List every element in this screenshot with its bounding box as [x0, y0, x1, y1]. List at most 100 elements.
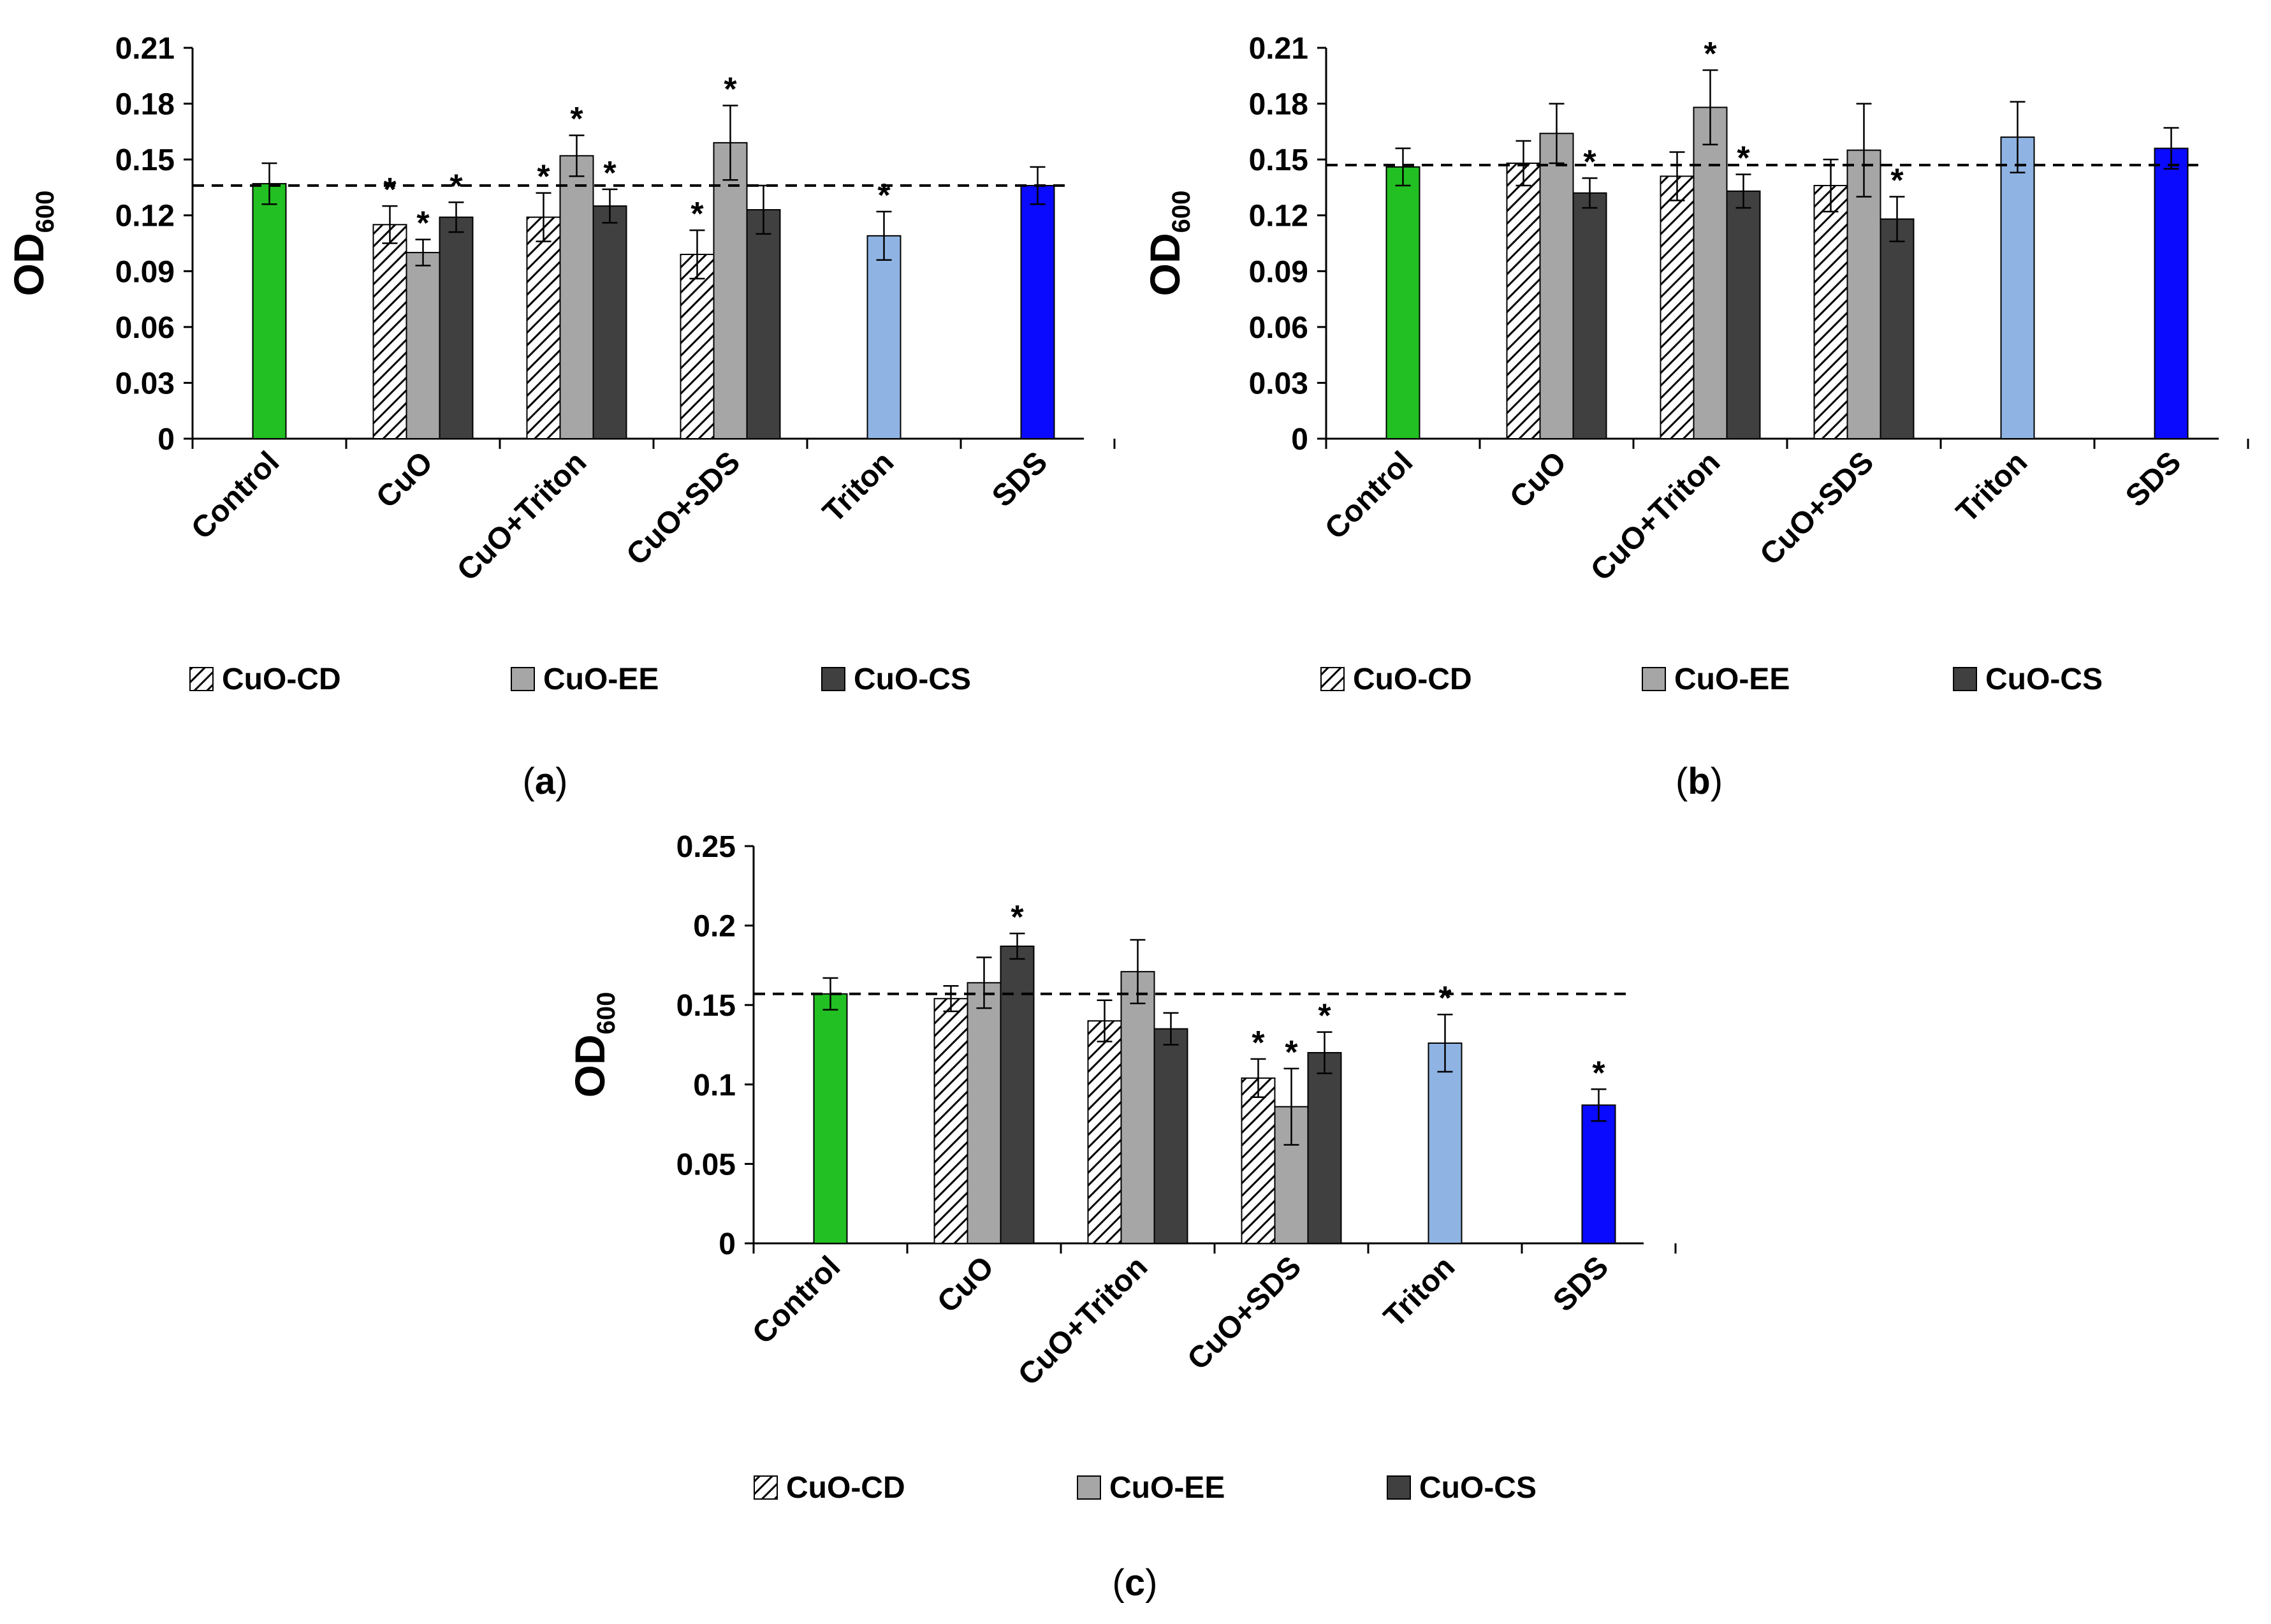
y-tick-label: 0.06: [1249, 311, 1308, 345]
category-label: Control: [746, 1250, 847, 1350]
panel-label-close: ): [555, 761, 567, 802]
bar-cuo-cuo-cd: [933, 998, 968, 1245]
significance-star: *: [416, 205, 430, 242]
y-tick-label: 0.12: [1249, 200, 1308, 233]
y-tick-label: 0.2: [693, 910, 736, 944]
panel-label-letter: b: [1688, 761, 1710, 802]
category-label: Triton: [817, 445, 901, 529]
legend-label: CuO-CS: [1985, 662, 2103, 696]
significance-star: *: [690, 196, 704, 233]
panel-label: (b): [1676, 761, 1723, 802]
bar-cuo-cuo-ee: [405, 252, 441, 439]
bar-cuo-triton-cuo-cs: [1153, 1028, 1188, 1244]
panel-label: (c): [1113, 1562, 1158, 1604]
y-axis-label: OD600: [1141, 191, 1195, 296]
bar-cuo-triton-cuo-cd: [1660, 175, 1695, 439]
y-axis-label: OD600: [566, 992, 620, 1098]
legend-swatch-cuo-cd: [754, 1475, 778, 1500]
significance-star: *: [1704, 36, 1717, 73]
legend-swatch-cuo-cs: [1387, 1475, 1411, 1500]
legend-label: CuO-CS: [854, 662, 971, 696]
significance-star: *: [1583, 143, 1596, 180]
legend-swatch-cuo-cs: [821, 667, 845, 691]
bar-cuo-triton-cuo-ee: [559, 155, 594, 440]
category-label: Control: [1318, 445, 1419, 546]
significance-star: *: [383, 172, 397, 208]
y-axis-label: OD600: [5, 191, 59, 296]
category-label: SDS: [2119, 445, 2187, 513]
y-tick-label: 0.06: [115, 311, 175, 345]
legend-label: CuO-EE: [1109, 1471, 1225, 1505]
category-label: Triton: [1378, 1250, 1462, 1334]
y-tick-label: 0.25: [676, 830, 736, 864]
y-axis-label-subscript: 600: [1167, 191, 1195, 233]
legend-swatch-cuo-ee: [1077, 1475, 1101, 1500]
bar-cuo-triton-cuo-cs: [1726, 190, 1761, 439]
bar-cuo-sds-cuo-cs: [1880, 218, 1915, 439]
significance-star: *: [1737, 140, 1750, 177]
significance-star: *: [1592, 1055, 1605, 1092]
significance-star: *: [1011, 899, 1024, 936]
bar-control-control: [252, 183, 287, 439]
panel-label-open: (: [1676, 761, 1688, 802]
category-label: CuO+SDS: [1181, 1250, 1308, 1377]
significance-star: *: [449, 168, 463, 205]
category-label: Control: [185, 445, 286, 546]
legend-swatch-cuo-cd: [189, 667, 214, 691]
bar-cuo-sds-cuo-cd: [1813, 185, 1848, 439]
bar-cuo-triton-cuo-cd: [1087, 1020, 1122, 1244]
panel-label-letter: a: [535, 761, 556, 802]
y-tick-label: 0.15: [676, 989, 736, 1023]
category-label: CuO+Triton: [1584, 445, 1727, 587]
bar-sds-sds: [1020, 185, 1055, 439]
y-tick-label: 0.03: [115, 367, 175, 400]
category-label: CuO: [370, 445, 439, 515]
significance-star: *: [603, 155, 617, 192]
bar-control-control: [813, 993, 848, 1244]
legend-swatch-cuo-cd: [1320, 667, 1345, 691]
bar-triton-triton: [2000, 136, 2035, 439]
y-tick-label: 0.15: [1249, 143, 1308, 177]
legend-swatch-cuo-ee: [1642, 667, 1666, 691]
panel-label-open: (: [1113, 1562, 1125, 1604]
significance-star: *: [1438, 980, 1452, 1017]
bar-cuo-sds-cuo-ee: [713, 142, 748, 439]
y-tick-label: 0.03: [1249, 367, 1308, 400]
bar-cuo-cuo-cd: [372, 224, 407, 439]
y-axis-label-main: OD: [5, 233, 52, 296]
category-label: CuO+Triton: [1012, 1250, 1154, 1392]
bar-cuo-cuo-cs: [439, 216, 474, 439]
bar-control-control: [1385, 166, 1420, 439]
bar-cuo-triton-cuo-ee: [1693, 106, 1728, 439]
y-tick-label: 0.21: [1249, 32, 1308, 66]
category-label: CuO+SDS: [1754, 445, 1881, 572]
y-tick-label: 0.15: [115, 143, 175, 177]
bar-cuo-triton-cuo-ee: [1120, 970, 1155, 1245]
bar-cuo-cuo-cs: [1572, 192, 1607, 439]
y-tick-label: 0.12: [115, 200, 175, 233]
legend-label: CuO-EE: [543, 662, 659, 696]
bar-cuo-cuo-ee: [967, 982, 1002, 1244]
y-tick-label: 0.21: [115, 32, 175, 66]
significance-star: *: [1252, 1025, 1265, 1062]
legend-swatch-cuo-ee: [511, 667, 535, 691]
legend-label: CuO-CD: [1353, 662, 1472, 696]
category-label: SDS: [986, 445, 1054, 513]
panel-label-close: ): [1711, 761, 1723, 802]
category-label: SDS: [1547, 1250, 1615, 1318]
significance-star: *: [1285, 1034, 1298, 1071]
legend-label: CuO-CS: [1419, 1471, 1537, 1505]
bar-cuo-cuo-ee: [1539, 133, 1574, 439]
bar-sds-sds: [2154, 147, 2189, 439]
panel-label-open: (: [523, 761, 535, 802]
y-tick-label: 0: [157, 423, 175, 457]
chart-panel-a: 0 0.03 0.06 0.09 0.12 0.15 0.18 0.21 OD600 Contro…: [5, 32, 1116, 802]
significance-star: *: [877, 177, 891, 214]
significance-star: *: [570, 101, 583, 138]
y-tick-label: 0.18: [115, 88, 175, 122]
bar-cuo-sds-cuo-cs: [1307, 1051, 1342, 1244]
bar-cuo-triton-cuo-cd: [526, 216, 561, 439]
y-tick-label: 0: [1291, 423, 1308, 457]
y-axis-label-subscript: 600: [592, 992, 620, 1035]
